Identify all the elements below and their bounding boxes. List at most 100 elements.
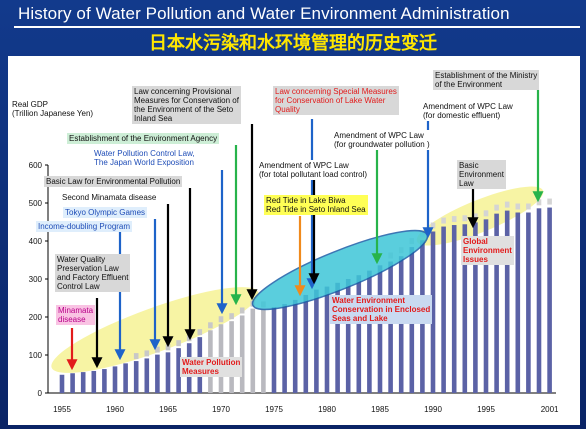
y-axis-label: Real GDP [12, 100, 49, 109]
gdp-bar [303, 294, 309, 393]
bar-cap [462, 215, 468, 222]
gdp-bar [377, 265, 383, 393]
gdp-bar [165, 352, 171, 393]
gdp-bar [462, 224, 468, 393]
annotation-tokyo-olympics: Tokyo Olympic Games [63, 207, 148, 218]
bar-cap [229, 313, 234, 320]
bar-cap [165, 344, 171, 351]
page-subtitle: 日本水污染和水环境管理的历史变迁 [149, 33, 437, 53]
gdp-bar [451, 225, 457, 393]
x-tick-label: 1985 [371, 405, 389, 414]
y-tick-label: 200 [29, 313, 43, 322]
annotation-water-quality-preservation: Water Quality Preservation Law and Factory… [55, 254, 131, 292]
annotation-second-minamata: Second Minamata disease [60, 192, 159, 203]
gdp-bar [324, 286, 330, 393]
annotation-wpc-groundwater: Amendment of WPC Law (for groundwater pol… [332, 130, 432, 150]
gdp-bar [335, 282, 340, 393]
gdp-bar [356, 275, 362, 393]
annotation-water-environment-conservation: Water Environment Conservation in Enclose… [330, 295, 433, 324]
gdp-bar [59, 374, 65, 393]
bar-cap [441, 217, 446, 224]
bar-cap [208, 322, 213, 329]
bar-cap [430, 222, 436, 229]
gdp-bar [398, 256, 404, 393]
bar-cap [536, 199, 542, 206]
annotation-basic-law-pollution: Basic Law for Environmental Pollution [44, 176, 183, 187]
gdp-bar [515, 212, 521, 393]
y-tick-label: 400 [29, 237, 43, 246]
x-tick-label: 1955 [53, 405, 71, 414]
bar-cap [547, 198, 552, 205]
yellow-ellipse-1990s [416, 186, 544, 246]
gdp-bar [292, 299, 298, 393]
annotation-basic-environment-law: Basic Environment Law [457, 160, 506, 189]
bar-cap [515, 203, 521, 210]
annotation-water-pollution-control-law: Water Pollution Control Law, The Japan Wo… [92, 148, 197, 168]
gdp-bar [430, 231, 436, 393]
bar-cap [483, 210, 489, 217]
gdp-bar [144, 358, 150, 393]
gdp-bar [123, 363, 128, 393]
annotation-global-environment-issues: Global Environment Issues [461, 236, 514, 265]
x-tick-label: 2001 [541, 405, 559, 414]
gdp-bar [70, 373, 75, 393]
gdp-bar [239, 315, 245, 393]
bar-cap [144, 350, 150, 357]
bar-cap [494, 204, 499, 211]
annotation-red-tide: Red Tide in Lake Biwa Red Tide in Seto In… [264, 195, 368, 215]
gdp-bar [441, 226, 446, 393]
gdp-bar [112, 366, 118, 393]
annotation-income-doubling: Income-doubling Program [36, 221, 133, 232]
x-tick-label: 1965 [159, 405, 177, 414]
x-tick-label: 1995 [477, 405, 495, 414]
gdp-bar [155, 354, 160, 393]
gdp-bar [388, 261, 393, 393]
bar-cap [451, 216, 457, 223]
gdp-bar [250, 308, 256, 393]
x-tick-label: 1975 [265, 405, 283, 414]
bar-cap [504, 201, 510, 208]
page-title: History of Water Pollution and Water Env… [18, 4, 510, 23]
gdp-bar [483, 219, 489, 393]
annotation-water-pollution-measures: Water Pollution Measures [180, 357, 243, 377]
gdp-bar [80, 372, 86, 393]
gdp-bar [314, 289, 319, 393]
gdp-bar [133, 361, 139, 393]
gdp-bar [536, 208, 542, 393]
bar-cap [239, 307, 245, 314]
bar-cap [133, 353, 139, 360]
gdp-bar [345, 279, 351, 393]
y-axis-unit: (Trillion Japanese Yen) [12, 109, 94, 118]
annotation-wpc-total-load: Amendment of WPC Law (for total pollutant… [257, 160, 370, 180]
bar-cap [197, 329, 203, 336]
annotation-lake-water-quality-law: Law concerning Special Measures for Conse… [273, 86, 399, 115]
y-tick-label: 500 [29, 199, 43, 208]
bar-cap [218, 316, 224, 323]
gdp-bar [367, 270, 372, 393]
bar-cap [526, 203, 531, 210]
gdp-bar [494, 213, 499, 393]
gdp-bar [526, 212, 531, 393]
gdp-bar [91, 370, 97, 393]
gdp-bar [271, 307, 277, 393]
gdp-bar [261, 309, 266, 393]
gdp-bar [473, 222, 478, 393]
x-tick-label: 1970 [212, 405, 230, 414]
gdp-bar [504, 210, 510, 393]
y-tick-label: 300 [29, 275, 43, 284]
gdp-bar [176, 348, 181, 393]
x-tick-label: 1980 [318, 405, 336, 414]
gdp-bar [282, 304, 287, 393]
gdp-bar [102, 369, 107, 393]
annotation-seto-inland-sea-law: Law concerning Provisional Measures for C… [132, 86, 241, 124]
bar-cap [176, 340, 181, 347]
bar-cap [473, 213, 478, 220]
gdp-bar [547, 207, 552, 393]
y-tick-label: 0 [38, 389, 43, 398]
x-tick-label: 1990 [424, 405, 442, 414]
annotation-environment-agency: Establishment of the Environment Agency [67, 133, 220, 144]
y-tick-label: 100 [29, 351, 43, 360]
annotation-minamata-disease: Minamata disease [56, 305, 96, 325]
x-tick-label: 1960 [106, 405, 124, 414]
